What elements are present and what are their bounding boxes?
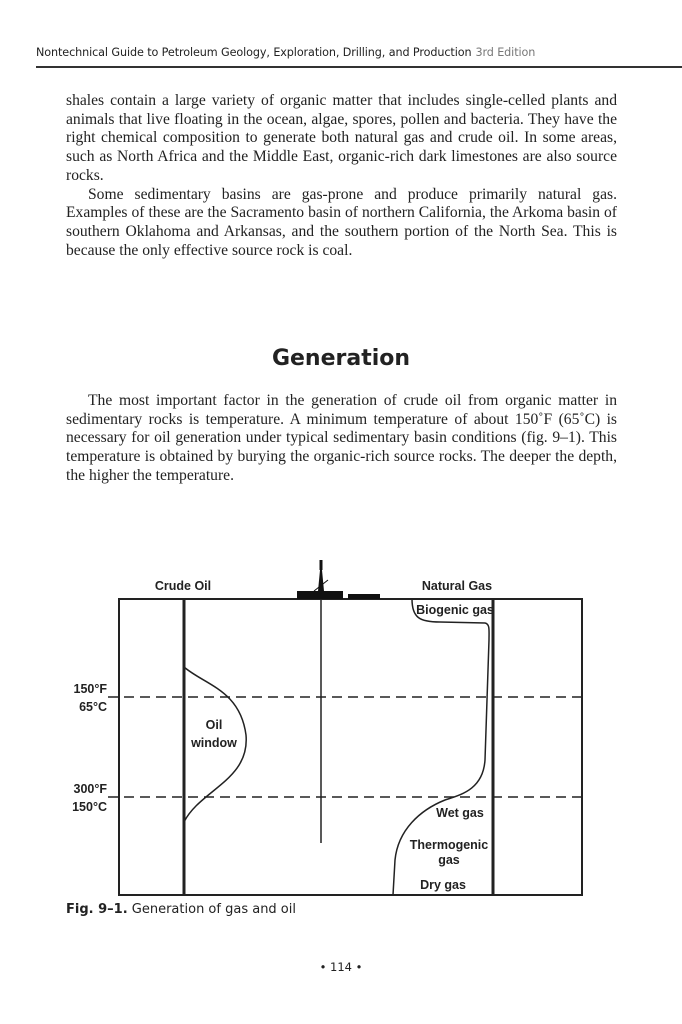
- oil-window-label: window: [190, 736, 237, 750]
- gas-curve: [392, 598, 490, 896]
- wet-gas-label: Wet gas: [436, 806, 484, 820]
- oil-window-curve: [183, 666, 247, 823]
- figure-frame: [118, 598, 583, 896]
- crude-oil-label: Crude Oil: [155, 579, 211, 593]
- caption-text: Generation of gas and oil: [131, 902, 296, 917]
- temp-label: 150°F: [74, 682, 108, 696]
- thermogenic-gas-label: Thermogenic: [410, 838, 489, 852]
- thermogenic-gas-label: gas: [438, 853, 460, 867]
- temp-label: 65°C: [79, 700, 107, 714]
- dry-gas-label: Dry gas: [420, 878, 466, 892]
- edition: 3rd Edition: [475, 46, 536, 59]
- paragraph: Some sedimentary basins are gas-prone an…: [66, 185, 617, 259]
- paragraph: shales contain a large variety of organi…: [66, 92, 617, 184]
- paragraph: The most important factor in the generat…: [66, 392, 617, 484]
- header-rule: [36, 66, 682, 68]
- page-number: • 114 •: [319, 960, 363, 974]
- temp-label: 300°F: [74, 782, 108, 796]
- caption-label: Fig. 9–1.: [66, 902, 128, 917]
- figure-caption: Fig. 9–1. Generation of gas and oil: [66, 902, 296, 917]
- body-text-top: shales contain a large variety of organi…: [66, 92, 617, 260]
- natural-gas-label: Natural Gas: [422, 579, 492, 593]
- section-heading: Generation: [271, 346, 411, 371]
- biogenic-gas-label: Biogenic gas: [416, 603, 494, 617]
- book-title: Nontechnical Guide to Petroleum Geology,…: [36, 46, 472, 59]
- body-text-section: The most important factor in the generat…: [66, 392, 617, 486]
- drilling-rig-icon: [297, 560, 380, 599]
- running-header: Nontechnical Guide to Petroleum Geology,…: [36, 46, 535, 59]
- oil-window-label: Oil: [206, 718, 223, 732]
- temp-label: 150°C: [72, 800, 107, 814]
